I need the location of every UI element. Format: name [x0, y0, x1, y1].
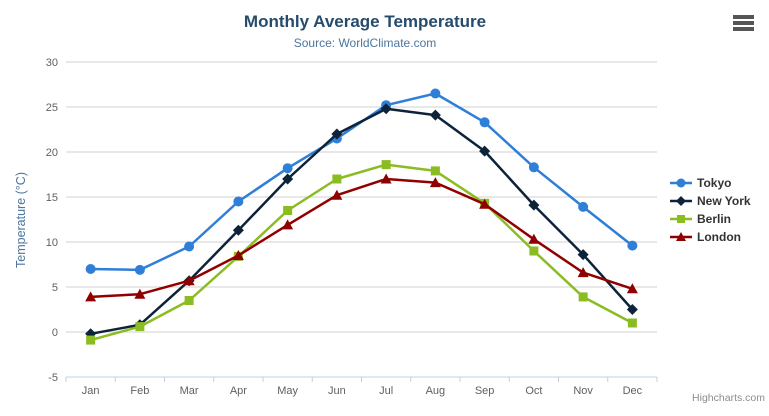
data-point-london[interactable] — [282, 219, 294, 230]
x-tick-label: May — [277, 385, 298, 397]
data-point-london[interactable] — [479, 198, 491, 209]
data-point-berlin[interactable] — [430, 166, 440, 176]
x-tick-label: Dec — [623, 385, 643, 397]
legend-label: Tokyo — [697, 176, 732, 190]
data-point-tokyo[interactable] — [627, 240, 638, 251]
y-tick-label: 10 — [46, 237, 58, 249]
chart-title: Monthly Average Temperature — [243, 12, 487, 31]
y-tick-label: 0 — [52, 327, 58, 339]
data-point-new-york[interactable] — [577, 249, 589, 261]
y-tick-label: 15 — [46, 192, 58, 204]
hamburger-menu-icon[interactable] — [733, 15, 754, 31]
x-tick-label: Sep — [475, 385, 495, 397]
data-point-london[interactable] — [85, 291, 97, 302]
series-line-london — [89, 177, 634, 299]
series-line-tokyo — [89, 92, 634, 272]
y-axis-title: Temperature (°C) — [14, 172, 28, 268]
data-point-tokyo[interactable] — [430, 88, 441, 99]
square-marker-icon — [670, 215, 692, 223]
legend-item-berlin[interactable]: Berlin — [670, 210, 751, 228]
data-point-berlin[interactable] — [578, 292, 588, 302]
legend-label: Berlin — [697, 212, 732, 226]
data-point-berlin[interactable] — [529, 246, 539, 256]
credits-link[interactable]: Highcharts.com — [692, 392, 765, 404]
data-point-tokyo[interactable] — [528, 162, 539, 173]
legend-item-tokyo[interactable]: Tokyo — [670, 174, 751, 192]
data-point-london[interactable] — [232, 250, 244, 260]
legend-label: London — [697, 230, 741, 244]
x-tick-label: Jan — [82, 385, 100, 397]
legend-label: New York — [697, 194, 751, 208]
data-point-berlin[interactable] — [332, 174, 342, 184]
data-point-tokyo[interactable] — [578, 201, 589, 212]
data-point-berlin[interactable] — [627, 318, 637, 328]
legend-item-london[interactable]: London — [670, 228, 751, 246]
triangle-marker-icon — [670, 232, 692, 241]
hamburger-bar — [733, 21, 754, 25]
circle-marker-icon — [670, 178, 692, 188]
y-tick-label: 30 — [46, 57, 58, 69]
data-point-london[interactable] — [626, 283, 638, 294]
data-point-tokyo[interactable] — [282, 163, 293, 174]
data-point-new-york[interactable] — [380, 103, 392, 115]
legend-item-new-york[interactable]: New York — [670, 192, 751, 210]
x-tick-label: Aug — [426, 385, 446, 397]
data-point-london[interactable] — [331, 189, 343, 200]
data-point-tokyo[interactable] — [134, 264, 145, 275]
y-tick-label: 20 — [46, 147, 58, 159]
data-point-london[interactable] — [429, 177, 441, 188]
x-tick-label: Jul — [379, 385, 393, 397]
x-tick-label: Mar — [180, 385, 199, 397]
data-point-london[interactable] — [577, 267, 589, 278]
data-point-london[interactable] — [183, 275, 195, 286]
data-point-new-york[interactable] — [626, 304, 638, 315]
data-point-new-york[interactable] — [282, 173, 294, 185]
data-point-tokyo[interactable] — [233, 196, 244, 207]
data-point-london[interactable] — [134, 288, 146, 299]
data-point-berlin[interactable] — [135, 322, 145, 332]
x-tick-label: Feb — [130, 385, 149, 397]
data-point-new-york[interactable] — [528, 199, 540, 211]
x-tick-label: Jun — [328, 385, 346, 397]
data-point-tokyo[interactable] — [85, 264, 96, 274]
diamond-marker-icon — [670, 196, 692, 206]
hamburger-bar — [733, 27, 754, 31]
hamburger-bar — [733, 15, 754, 19]
y-tick-label: 5 — [52, 282, 58, 294]
data-point-new-york[interactable] — [232, 224, 244, 236]
y-tick-label: 25 — [46, 102, 58, 114]
data-point-new-york[interactable] — [429, 109, 441, 121]
data-point-tokyo[interactable] — [479, 117, 490, 128]
data-point-berlin[interactable] — [381, 160, 391, 170]
data-point-new-york[interactable] — [479, 145, 491, 157]
data-point-london[interactable] — [380, 173, 392, 184]
x-tick-label: Apr — [230, 385, 247, 397]
x-tick-label: Nov — [573, 385, 593, 397]
data-point-tokyo[interactable] — [184, 241, 195, 252]
data-point-berlin[interactable] — [184, 296, 194, 305]
data-point-london[interactable] — [528, 233, 540, 244]
series-line-new-york — [89, 107, 634, 336]
data-point-new-york[interactable] — [331, 128, 343, 140]
y-tick-label: -5 — [48, 372, 58, 384]
chart-subtitle: Source: WorldClimate.com — [293, 36, 437, 50]
series-line-berlin — [89, 163, 634, 342]
x-tick-label: Oct — [525, 385, 542, 397]
data-point-berlin[interactable] — [283, 206, 293, 215]
data-point-berlin[interactable] — [86, 335, 96, 345]
legend: Tokyo New York Berlin London — [670, 174, 751, 246]
